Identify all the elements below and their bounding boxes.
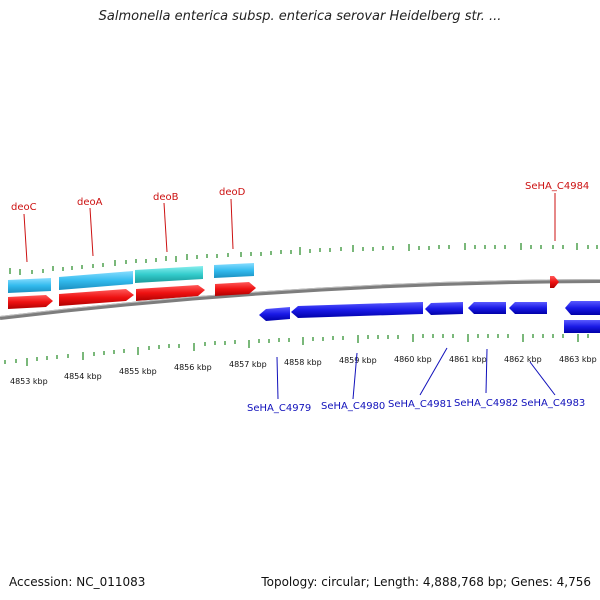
label-deoD[interactable]: deoD — [219, 187, 246, 198]
forward-gene-labels: deoC deoA deoB deoD SeHA_C4984 — [11, 181, 589, 213]
accession-info: Accession: NC_011083 — [9, 575, 145, 589]
operon-feature-2[interactable] — [59, 271, 133, 290]
accession-value: NC_011083 — [76, 575, 146, 589]
label-SeHA_C4983[interactable]: SeHA_C4983 — [521, 398, 585, 409]
gene-SeHA_C4981[interactable] — [425, 302, 463, 315]
label-deoB[interactable]: deoB — [153, 192, 179, 203]
operon-features — [8, 263, 254, 293]
gene-SeHA_C4984[interactable] — [550, 276, 559, 288]
gene-deoC[interactable] — [8, 295, 53, 309]
scale-label-4863: 4863 kbp — [559, 355, 597, 364]
reverse-strand-genes — [259, 301, 600, 333]
genome-backbone — [0, 279, 600, 320]
scale-labels: 4853 kbp 4854 kbp 4855 kbp 4856 kbp 4857… — [10, 355, 597, 386]
gene-SeHA_C4983[interactable] — [509, 302, 547, 314]
gene-deoD[interactable] — [215, 282, 256, 296]
scale-label-4859: 4859 kbp — [339, 356, 377, 365]
reverse-gene-labels: SeHA_C4979 SeHA_C4980 SeHA_C4981 SeHA_C4… — [247, 398, 585, 414]
forward-strand-genes — [8, 276, 559, 309]
label-SeHA_C4979[interactable]: SeHA_C4979 — [247, 403, 311, 414]
label-SeHA_C4982[interactable]: SeHA_C4982 — [454, 398, 518, 409]
accession-label: Accession: — [9, 575, 73, 589]
scale-label-4860: 4860 kbp — [394, 355, 432, 364]
lower-tick-row — [4, 334, 589, 366]
length-label: Length: — [373, 575, 420, 589]
genome-stats: Topology: circular; Length: 4,888,768 bp… — [261, 575, 591, 589]
upper-tick-row — [9, 243, 598, 275]
scale-label-4857: 4857 kbp — [229, 360, 267, 369]
gene-reverse-partial-2[interactable] — [564, 320, 600, 333]
gene-SeHA_C4982[interactable] — [468, 302, 506, 314]
operon-feature-4[interactable] — [214, 263, 254, 278]
label-SeHA_C4980[interactable]: SeHA_C4980 — [321, 401, 385, 412]
gene-SeHA_C4980[interactable] — [291, 302, 423, 318]
label-SeHA_C4984[interactable]: SeHA_C4984 — [525, 181, 589, 192]
genome-backbone-highlight — [0, 279, 600, 317]
topology-label: Topology: — [261, 575, 318, 589]
gene-reverse-partial-1[interactable] — [565, 301, 600, 315]
scale-label-4856: 4856 kbp — [174, 363, 212, 372]
label-SeHA_C4981[interactable]: SeHA_C4981 — [388, 399, 452, 410]
scale-label-4862: 4862 kbp — [504, 355, 542, 364]
reverse-label-leaders — [276, 347, 556, 400]
gene-deoB[interactable] — [136, 285, 205, 301]
operon-feature-1[interactable] — [8, 278, 51, 293]
gene-deoA[interactable] — [59, 289, 134, 306]
scale-label-4861: 4861 kbp — [449, 355, 487, 364]
forward-label-leaders — [23, 193, 556, 263]
label-deoC[interactable]: deoC — [11, 202, 37, 213]
operon-feature-3[interactable] — [135, 266, 203, 283]
gene-SeHA_C4979[interactable] — [259, 307, 290, 321]
map-title: Salmonella enterica subsp. enterica sero… — [98, 9, 502, 24]
scale-label-4854: 4854 kbp — [64, 372, 102, 381]
length-value: 4,888,768 bp — [422, 575, 503, 589]
genes-value: 4,756 — [556, 575, 591, 589]
scale-label-4853: 4853 kbp — [10, 377, 48, 386]
topology-value: circular — [321, 575, 366, 589]
label-deoA[interactable]: deoA — [77, 197, 103, 208]
genes-label: Genes: — [510, 575, 553, 589]
scale-label-4855: 4855 kbp — [119, 367, 157, 376]
scale-label-4858: 4858 kbp — [284, 358, 322, 367]
